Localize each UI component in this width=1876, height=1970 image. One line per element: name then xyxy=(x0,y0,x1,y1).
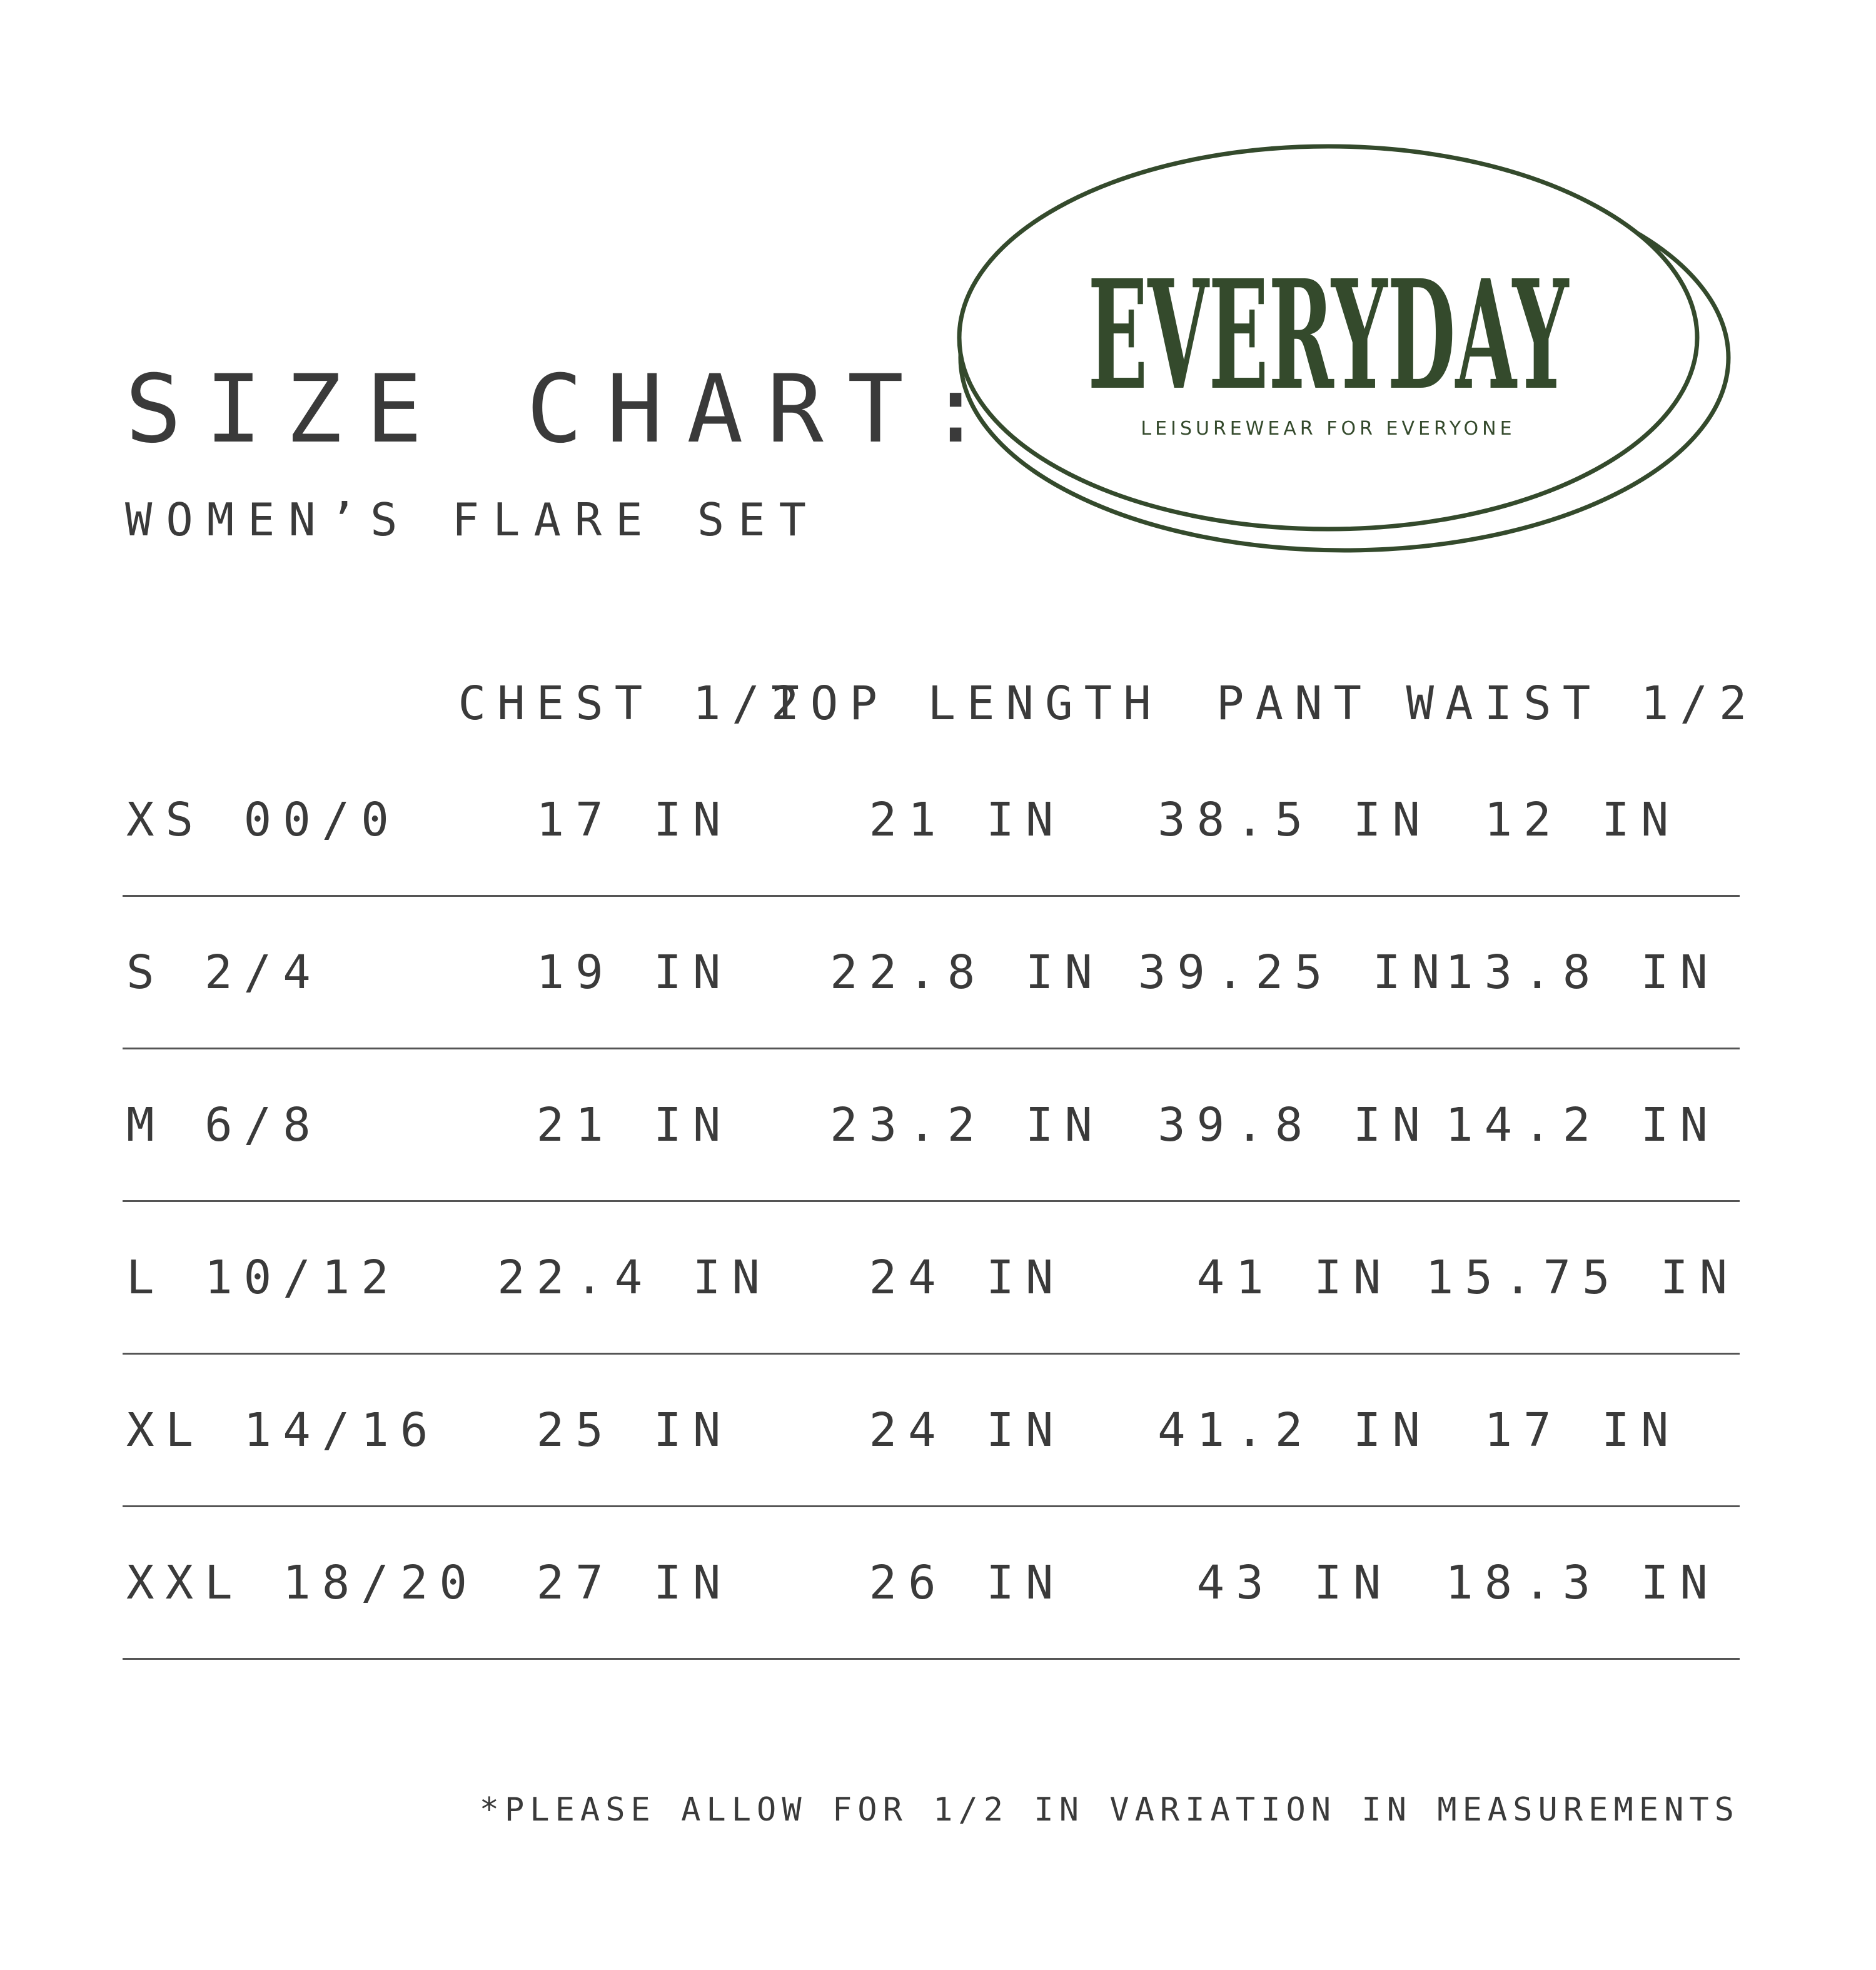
measurement-cell: 13.8 IN xyxy=(1445,945,1719,999)
measurement-cell: 25 IN xyxy=(536,1403,732,1457)
measurement-cell: 23.2 IN xyxy=(830,1098,1104,1152)
measurement-cell: 22.4 IN xyxy=(497,1250,771,1305)
page-title: SIZE CHART: xyxy=(125,355,1008,464)
measurement-cell: 19 IN xyxy=(536,945,732,999)
measurement-cell: 39.8 IN xyxy=(1157,1098,1431,1152)
size-label: XXL 18/20 xyxy=(126,1555,478,1610)
measurement-cell: 22.8 IN xyxy=(830,945,1104,999)
measurement-cell: 15.75 IN xyxy=(1425,1250,1739,1305)
measurement-cell: 43 IN xyxy=(1196,1555,1393,1610)
measurement-note: *PLEASE ALLOW FOR 1/2 IN VARIATION IN ME… xyxy=(479,1791,1740,1829)
measurement-cell: 21 IN xyxy=(536,1098,732,1152)
logo-brand: EVERYDAY xyxy=(1088,248,1570,423)
measurement-cell: 27 IN xyxy=(536,1555,732,1610)
measurement-cell: 17 IN xyxy=(1484,1403,1680,1457)
measurement-cell: 41 IN xyxy=(1196,1250,1393,1305)
column-header: TOP LENGTH xyxy=(771,677,1162,730)
brand-logo: EVERYDAY LEISUREWEAR FOR EVERYONE xyxy=(957,144,1731,553)
size-label: L 10/12 xyxy=(126,1250,400,1305)
table-row: L 10/12 22.4 IN 24 IN 41 IN 15.75 IN xyxy=(123,1202,1740,1355)
measurement-cell: 17 IN xyxy=(536,792,732,847)
table-header: CHEST 1/2 TOP LENGTH PANT WAIST 1/2 xyxy=(123,663,1747,744)
column-header: WAIST 1/2 xyxy=(1406,677,1758,730)
size-label: XL 14/16 xyxy=(126,1403,440,1457)
measurement-cell: 18.3 IN xyxy=(1445,1555,1719,1610)
measurement-cell: 41.2 IN xyxy=(1157,1403,1431,1457)
table-row: XXL 18/20 27 IN 26 IN 43 IN 18.3 IN xyxy=(123,1507,1740,1660)
measurement-cell: 24 IN xyxy=(869,1250,1065,1305)
measurement-cell: 12 IN xyxy=(1484,792,1680,847)
measurement-cell: 14.2 IN xyxy=(1445,1098,1719,1152)
size-label: S 2/4 xyxy=(126,945,322,999)
table-row: S 2/4 19 IN 22.8 IN 39.25 IN 13.8 IN xyxy=(123,897,1740,1049)
measurement-cell: 24 IN xyxy=(869,1403,1065,1457)
measurement-cell: 21 IN xyxy=(869,792,1065,847)
table-row: XS 00/0 17 IN 21 IN 38.5 IN 12 IN xyxy=(123,744,1740,897)
column-header: PANT xyxy=(1216,677,1373,730)
table-row: M 6/8 21 IN 23.2 IN 39.8 IN 14.2 IN xyxy=(123,1049,1740,1202)
page-subtitle: WOMEN’S FLARE SET xyxy=(125,493,820,546)
logo-tagline: LEISUREWEAR FOR EVERYONE xyxy=(1141,418,1515,440)
measurement-cell: 26 IN xyxy=(869,1555,1065,1610)
measurement-cell: 38.5 IN xyxy=(1157,792,1431,847)
table-row: XL 14/16 25 IN 24 IN 41.2 IN 17 IN xyxy=(123,1355,1740,1507)
size-label: M 6/8 xyxy=(126,1098,322,1152)
size-label: XS 00/0 xyxy=(126,792,400,847)
logo-inner-ring xyxy=(957,144,1700,532)
measurement-cell: 39.25 IN xyxy=(1137,945,1451,999)
column-header: CHEST 1/2 xyxy=(458,677,810,730)
size-table: CHEST 1/2 TOP LENGTH PANT WAIST 1/2 XS 0… xyxy=(123,663,1747,1660)
